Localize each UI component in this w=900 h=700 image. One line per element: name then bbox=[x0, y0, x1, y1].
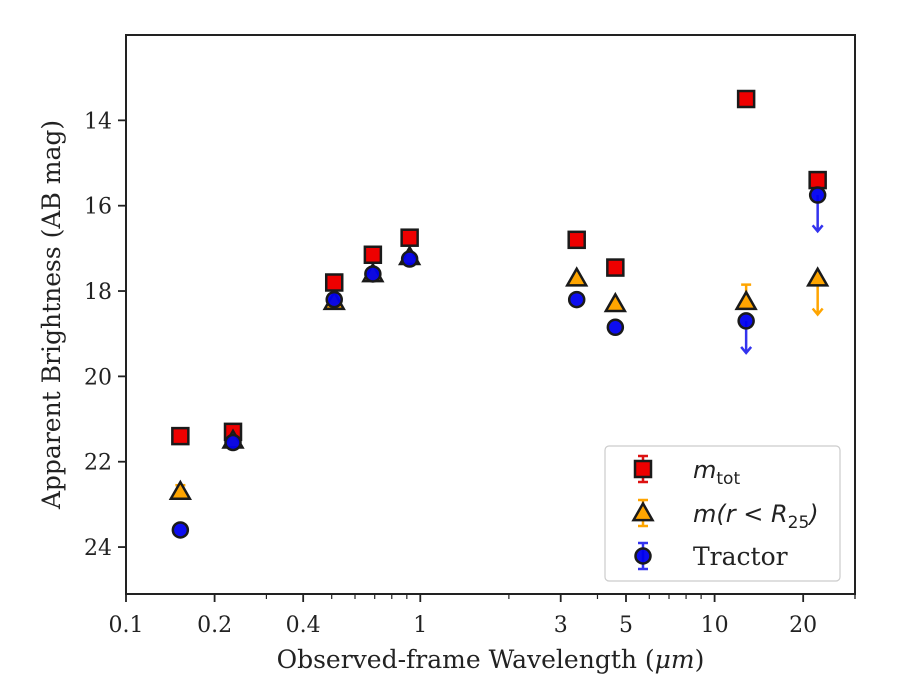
upper-limit-arrowhead bbox=[811, 224, 824, 234]
x-tick-label: 5 bbox=[619, 613, 633, 638]
series-tractor bbox=[171, 186, 827, 539]
tractor-point bbox=[737, 312, 755, 330]
x-tick-label: 3 bbox=[554, 613, 568, 638]
y-tick-label: 14 bbox=[84, 109, 112, 134]
x-tick-label: 0.1 bbox=[109, 613, 144, 638]
mtot-point bbox=[400, 228, 419, 247]
y-axis-title: Apparent Brightness (AB mag) bbox=[37, 120, 66, 510]
x-tick-label: 1 bbox=[413, 613, 427, 638]
tractor-point bbox=[171, 521, 190, 539]
legend: mtot m(r < R25) Tractor bbox=[604, 445, 841, 582]
legend-marker bbox=[634, 547, 652, 565]
tractor-point bbox=[224, 433, 242, 452]
mr25-point bbox=[168, 479, 193, 500]
legend-label: m(r < R25) bbox=[693, 500, 819, 533]
plot-frame bbox=[125, 34, 856, 595]
legend-box bbox=[604, 445, 841, 582]
x-tick-label: 0.2 bbox=[197, 613, 232, 638]
mtot-point bbox=[808, 170, 827, 190]
legend-entry: Tractor bbox=[634, 541, 788, 571]
x-tick-label: 20 bbox=[789, 613, 817, 638]
plot-area bbox=[168, 89, 830, 539]
x-axis-title: Observed-frame Wavelength (μm) bbox=[277, 645, 705, 674]
mtot-point bbox=[171, 426, 190, 446]
mtot-point bbox=[736, 89, 756, 109]
mtot-point bbox=[567, 230, 586, 250]
upper-limit-arrowhead bbox=[740, 346, 753, 355]
legend-label: Tractor bbox=[693, 542, 788, 571]
legend-entry: m(r < R25) bbox=[631, 498, 819, 533]
y-tick-label: 18 bbox=[84, 280, 112, 305]
tractor-point bbox=[567, 290, 586, 309]
mr25-point bbox=[565, 266, 589, 287]
mr25-point bbox=[806, 266, 830, 287]
tractor-point bbox=[364, 265, 382, 283]
upper-limit-arrowhead bbox=[811, 307, 824, 317]
legend-entry: mtot bbox=[633, 454, 740, 489]
mtot-point bbox=[324, 273, 344, 292]
tractor-point bbox=[325, 290, 343, 309]
y-tick-label: 22 bbox=[84, 451, 112, 476]
mtot-point bbox=[606, 258, 625, 277]
mtot-point bbox=[363, 245, 383, 265]
x-axis: 0.1 0.2 0.4 1 3 5 10 20 bbox=[109, 594, 856, 638]
legend-marker bbox=[633, 459, 653, 479]
mr25-point bbox=[734, 289, 758, 311]
series-mtot bbox=[171, 89, 827, 446]
legend-label: mtot bbox=[693, 456, 740, 489]
x-tick-label: 10 bbox=[701, 613, 729, 638]
tractor-point bbox=[400, 250, 419, 268]
tractor-point bbox=[606, 318, 625, 337]
y-axis: 14 16 18 20 22 24 bbox=[84, 109, 126, 561]
y-tick-label: 24 bbox=[84, 536, 112, 561]
tractor-point bbox=[808, 186, 827, 204]
legend-marker bbox=[631, 500, 655, 522]
x-tick-label: 0.4 bbox=[286, 613, 321, 638]
y-tick-label: 20 bbox=[84, 365, 112, 390]
y-tick-label: 16 bbox=[84, 195, 112, 220]
mr25-point bbox=[603, 291, 627, 313]
